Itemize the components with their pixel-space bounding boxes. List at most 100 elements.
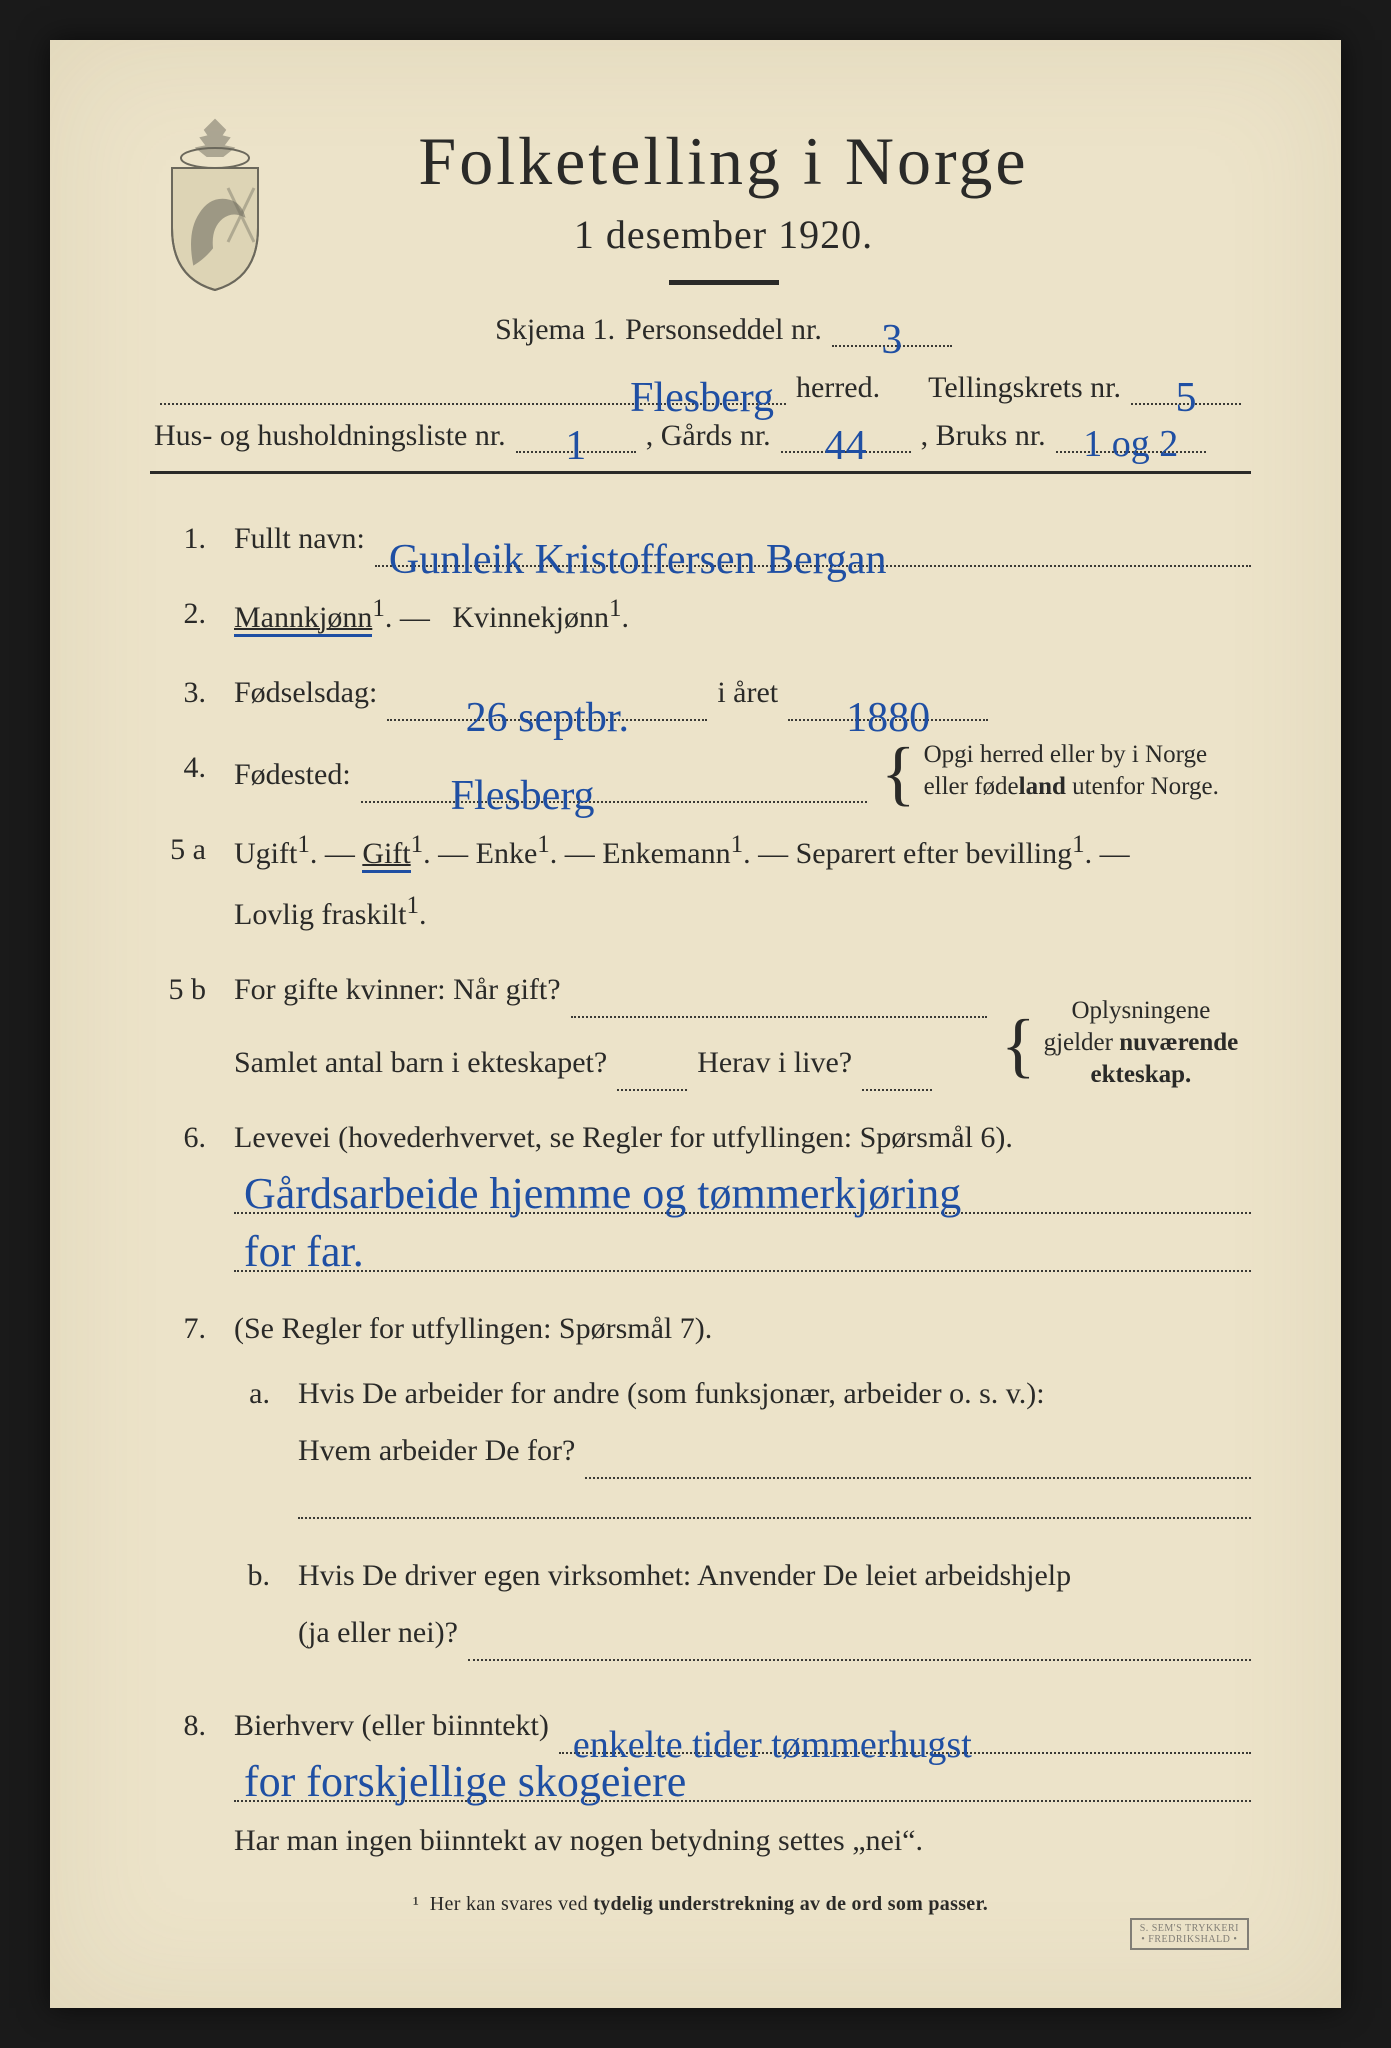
coat-of-arms-icon: [150, 114, 280, 294]
scan-frame: Folketelling i Norge 1 desember 1920. Sk…: [0, 0, 1391, 2048]
husliste-label: Hus- og husholdningsliste nr.: [154, 419, 506, 453]
q3-day-field: 26 septbr.: [387, 687, 707, 721]
printer-stamp: S. SEM'S TRYKKERI • FREDRIKSHALD •: [1130, 1918, 1249, 1950]
q2-dash1: . —: [385, 601, 430, 634]
q2-sup1: 1: [372, 595, 385, 622]
q7-label: (Se Regler for utfyllingen: Spørsmål 7).: [234, 1300, 1251, 1357]
q7a-field1: [585, 1445, 1251, 1479]
q8-num: 8.: [150, 1697, 206, 1754]
q2-male: Mannkjønn: [234, 601, 372, 637]
husliste-nr: 1: [565, 423, 586, 469]
q3: 3. Fødselsdag: 26 septbr. i året 1880: [150, 664, 1251, 721]
q4-value: Flesberg: [451, 775, 595, 809]
q3-year-field: 1880: [788, 687, 988, 721]
q7a-field2: [298, 1479, 1251, 1519]
q5a-opt-1: Gift: [362, 837, 410, 873]
q6-value2: for far.: [244, 1230, 364, 1276]
q5b-note: { Oplysningene gjelder nuværende ekteska…: [1001, 995, 1251, 1091]
q5b-note-l3: ekteskap.: [1091, 1061, 1192, 1088]
q4-num: 4.: [150, 739, 206, 796]
header-divider: [150, 471, 1251, 474]
meta-skjema-row: Skjema 1. Personseddel nr. 3: [316, 313, 1131, 347]
q5b: 5 b For gifte kvinner: Når gift? Samlet …: [150, 961, 1251, 1091]
q1-value: Gunleik Kristoffersen Bergan: [389, 539, 887, 573]
gards-nr: 44: [825, 423, 867, 469]
brace-icon: {: [1001, 1027, 1036, 1063]
q3-label: Fødselsdag:: [234, 664, 377, 721]
q5b-note-l1: Oplysningene: [1044, 995, 1239, 1027]
q5b-gift-field: [571, 984, 987, 1018]
meta-herred-row: Flesberg herred. Tellingskrets nr. 5: [150, 371, 1251, 405]
q5a-opt-2: Enke: [476, 837, 538, 870]
q3-year-label: i året: [717, 664, 778, 721]
q7b-l2: (ja eller nei)?: [298, 1604, 458, 1661]
personseddel-label: Personseddel nr.: [625, 313, 822, 347]
document-subtitle: 1 desember 1920.: [316, 211, 1131, 258]
q5b-num: 5 b: [150, 961, 206, 1018]
personseddel-nr: 3: [881, 317, 902, 363]
q2-sup2: 1: [609, 595, 622, 622]
q4-field: Flesberg: [361, 769, 867, 803]
q5a-num: 5 a: [150, 821, 206, 878]
q7a-num: a.: [234, 1365, 270, 1422]
q5b-l1a: For gifte kvinner: Når gift?: [234, 961, 561, 1018]
q1-num: 1.: [150, 510, 206, 567]
q5b-l2b: Herav i live?: [697, 1034, 852, 1091]
q1: 1. Fullt navn: Gunleik Kristoffersen Ber…: [150, 510, 1251, 567]
q6-num: 6.: [150, 1109, 206, 1166]
q5a-opt-4: Separert efter bevilling: [796, 837, 1073, 870]
tellingskrets-nr: 5: [1176, 375, 1197, 421]
q5a-opt-3: Enkemann: [602, 837, 730, 870]
skjema-label: Skjema 1.: [495, 313, 615, 347]
q5b-live-field: [862, 1057, 932, 1091]
q8-label: Bierhverv (eller biinntekt): [234, 1697, 549, 1754]
document-title: Folketelling i Norge: [316, 122, 1131, 201]
q5b-l2a: Samlet antal barn i ekteskapet?: [234, 1034, 607, 1091]
q8-value2: for forskjellige skogeiere: [244, 1760, 686, 1806]
q7a-l2: Hvem arbeider De for?: [298, 1422, 575, 1479]
meta-husliste-row: Hus- og husholdningsliste nr. 1 , Gårds …: [150, 419, 1251, 453]
brace-icon: {: [881, 755, 916, 791]
q6: 6. Levevei (hovederhvervet, se Regler fo…: [150, 1109, 1251, 1282]
q8: 8. Bierhverv (eller biinntekt) enkelte t…: [150, 1697, 1251, 1869]
q1-field: Gunleik Kristoffersen Bergan: [375, 533, 1251, 567]
q6-label: Levevei (hovederhvervet, se Regler for u…: [234, 1109, 1251, 1166]
q4-label: Fødested:: [234, 746, 351, 803]
q8-field2: for forskjellige skogeiere: [234, 1754, 1251, 1802]
stamp-l1: S. SEM'S TRYKKERI: [1140, 1923, 1239, 1934]
q2-num: 2.: [150, 585, 206, 642]
q7b-field: [468, 1627, 1251, 1661]
husliste-field: 1: [516, 419, 636, 453]
q5b-barn-field: [617, 1057, 687, 1091]
bruks-label: , Bruks nr.: [921, 419, 1046, 453]
herred-value: Flesberg: [630, 375, 774, 421]
q5a-opt-5: Lovlig fraskilt: [234, 898, 406, 931]
q4-note: { Opgi herred eller by i Norge eller fød…: [881, 739, 1251, 803]
q7a-l1: Hvis De arbeider for andre (som funksjon…: [298, 1365, 1251, 1422]
q8-field1: enkelte tider tømmerhugst: [559, 1720, 1251, 1754]
tellingskrets-label: Tellingskrets nr.: [928, 371, 1121, 405]
gards-label: , Gårds nr.: [646, 419, 771, 453]
q3-day: 26 septbr.: [466, 695, 629, 741]
herred-field: Flesberg: [160, 371, 786, 405]
title-block: Folketelling i Norge 1 desember 1920. Sk…: [316, 110, 1251, 361]
q2: 2. Mannkjønn1. — Kvinnekjønn1.: [150, 585, 1251, 646]
q4-note-l1: Opgi herred eller by i Norge: [924, 739, 1219, 771]
title-rule: [669, 280, 779, 285]
q1-label: Fullt navn:: [234, 510, 365, 567]
q6-line1: Gårdsarbeide hjemme og tømmerkjøring: [234, 1166, 1251, 1214]
q7: 7. (Se Regler for utfyllingen: Spørsmål …: [150, 1300, 1251, 1679]
herred-label: herred.: [796, 371, 880, 405]
q2-female: Kvinnekjønn: [452, 601, 609, 634]
header: Folketelling i Norge 1 desember 1920. Sk…: [150, 110, 1251, 361]
q4: 4. Fødested: Flesberg { Opgi herred: [150, 739, 1251, 803]
bruks-nr: 1 og 2: [1083, 423, 1178, 465]
q6-line2: for far.: [234, 1224, 1251, 1272]
q5a-opt-0: Ugift: [234, 837, 297, 870]
gards-field: 44: [781, 419, 911, 453]
q6-value1: Gårdsarbeide hjemme og tømmerkjøring: [244, 1172, 961, 1218]
q7b-l1: Hvis De driver egen virksomhet: Anvender…: [298, 1547, 1251, 1604]
tellingskrets-field: 5: [1131, 371, 1241, 405]
q7-num: 7.: [150, 1300, 206, 1357]
q7b: b. Hvis De driver egen virksomhet: Anven…: [234, 1547, 1251, 1661]
